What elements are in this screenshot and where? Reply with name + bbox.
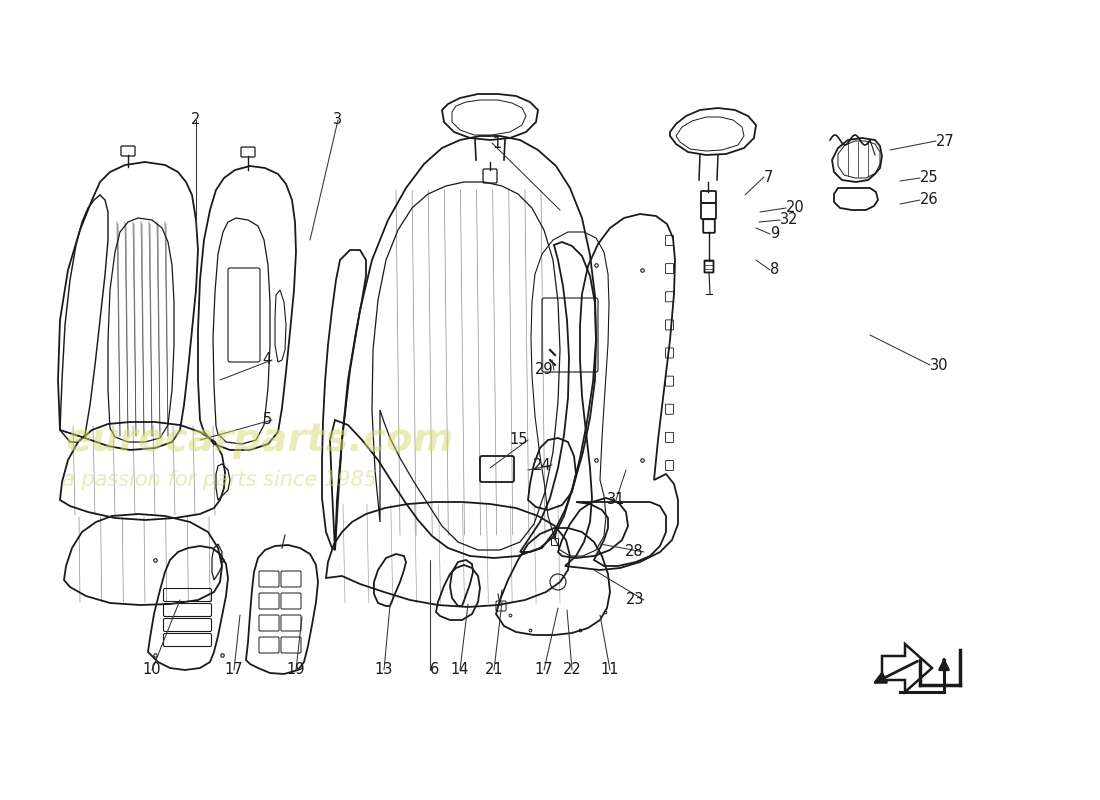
Text: 6: 6 [430, 662, 439, 678]
Text: 21: 21 [485, 662, 504, 678]
Text: 14: 14 [451, 662, 470, 678]
Text: 31: 31 [607, 493, 625, 507]
Text: 22: 22 [562, 662, 582, 678]
Text: 1: 1 [492, 135, 502, 150]
Text: 9: 9 [770, 226, 779, 242]
Text: 25: 25 [920, 170, 938, 186]
Text: 8: 8 [770, 262, 779, 278]
Text: 13: 13 [375, 662, 393, 678]
Text: 7: 7 [764, 170, 773, 185]
Text: 15: 15 [509, 433, 528, 447]
Text: 28: 28 [626, 545, 644, 559]
Text: 4: 4 [263, 353, 272, 367]
Text: 2: 2 [191, 113, 200, 127]
Text: 10: 10 [143, 662, 162, 678]
Text: 17: 17 [535, 662, 553, 678]
Text: 17: 17 [224, 662, 243, 678]
Text: 3: 3 [333, 113, 342, 127]
Text: 11: 11 [601, 662, 619, 678]
Text: 5: 5 [263, 413, 272, 427]
Text: 32: 32 [780, 213, 799, 227]
Text: a passion for parts since 1985: a passion for parts since 1985 [63, 470, 377, 490]
Text: 27: 27 [936, 134, 955, 149]
Text: 30: 30 [930, 358, 948, 373]
Text: eurocarparts.com: eurocarparts.com [66, 421, 454, 459]
Text: 26: 26 [920, 193, 938, 207]
Text: 20: 20 [786, 201, 805, 215]
Text: 29: 29 [536, 362, 554, 378]
Text: 24: 24 [534, 458, 552, 473]
Text: 19: 19 [287, 662, 306, 678]
Text: 23: 23 [626, 593, 644, 607]
